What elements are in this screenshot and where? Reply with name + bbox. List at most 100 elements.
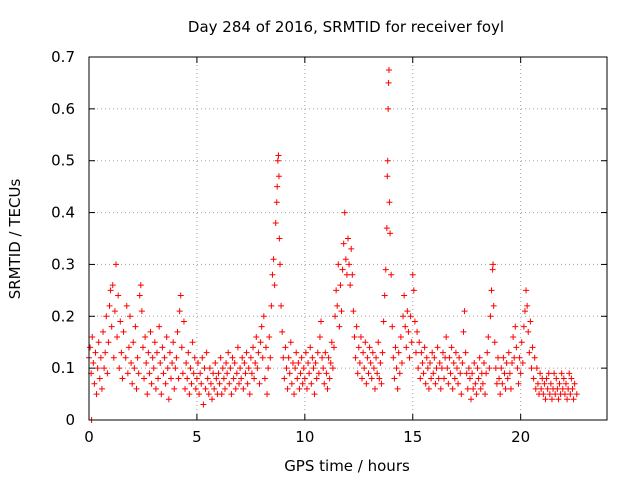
data-point [210, 370, 217, 377]
data-point [404, 308, 411, 315]
data-point [446, 354, 453, 361]
data-point [166, 349, 173, 356]
data-point [400, 313, 407, 320]
data-point [432, 380, 439, 387]
data-point [254, 365, 261, 372]
data-point [205, 391, 212, 398]
data-point [168, 375, 175, 382]
data-point [542, 396, 549, 403]
plot-frame [88, 56, 608, 421]
data-point [286, 370, 293, 377]
data-point [145, 349, 152, 356]
data-point [105, 339, 112, 346]
data-points [86, 66, 580, 423]
data-point [225, 349, 232, 356]
data-point [292, 365, 299, 372]
data-point [151, 339, 158, 346]
data-point [499, 380, 506, 387]
data-point [178, 344, 185, 351]
data-point [211, 385, 218, 392]
data-point [453, 365, 460, 372]
data-point [452, 349, 459, 356]
data-point [330, 344, 337, 351]
data-point [296, 385, 303, 392]
data-point [326, 375, 333, 382]
data-point [118, 349, 125, 356]
data-point [322, 349, 329, 356]
axis-ticks [88, 56, 607, 421]
data-point [514, 365, 521, 372]
data-point [338, 308, 345, 315]
data-point [255, 349, 262, 356]
data-point [152, 385, 159, 392]
data-point [240, 385, 247, 392]
data-point [266, 334, 273, 341]
data-point [171, 385, 178, 392]
data-point [170, 339, 177, 346]
data-point [193, 375, 200, 382]
data-point [374, 370, 381, 377]
data-point [139, 344, 146, 351]
data-point [520, 323, 527, 330]
data-point [418, 349, 425, 356]
data-point [141, 375, 148, 382]
data-point [189, 339, 196, 346]
data-point [91, 380, 98, 387]
data-point [95, 339, 102, 346]
data-point [231, 359, 238, 366]
data-point [375, 339, 382, 346]
data-point [394, 385, 401, 392]
data-point [562, 380, 569, 387]
data-point [346, 261, 353, 268]
data-point [406, 354, 413, 361]
data-point [455, 380, 462, 387]
data-point [343, 271, 350, 278]
data-point [386, 199, 393, 206]
data-point [341, 209, 348, 216]
data-point [160, 370, 167, 377]
data-point [570, 396, 577, 403]
data-point [94, 365, 101, 372]
data-point [273, 199, 280, 206]
data-point [337, 282, 344, 289]
data-point [142, 334, 149, 341]
data-point [175, 375, 182, 382]
data-point [348, 245, 355, 252]
data-point [379, 349, 386, 356]
data-point [361, 365, 368, 372]
data-point [289, 359, 296, 366]
data-point [246, 391, 253, 398]
data-point [115, 292, 122, 299]
data-point [271, 282, 278, 289]
data-point [212, 359, 219, 366]
data-point [155, 375, 162, 382]
data-point [301, 375, 308, 382]
data-point [320, 365, 327, 372]
data-point [354, 370, 361, 377]
data-point [275, 152, 282, 159]
data-point [190, 370, 197, 377]
data-point [480, 359, 487, 366]
data-point [529, 344, 536, 351]
data-point [485, 334, 492, 341]
data-point [419, 359, 426, 366]
y-tick-label: 0.3 [51, 255, 75, 273]
data-point [383, 225, 390, 232]
data-point [470, 385, 477, 392]
data-point [153, 349, 160, 356]
data-point [323, 370, 330, 377]
x-tick-label: 15 [403, 428, 422, 446]
data-point [342, 256, 349, 263]
data-point [368, 375, 375, 382]
data-point [412, 349, 419, 356]
data-point [228, 391, 235, 398]
data-point [187, 365, 194, 372]
data-point [398, 359, 405, 366]
data-point [516, 354, 523, 361]
data-point [177, 292, 184, 299]
data-point [527, 318, 534, 325]
data-point [114, 334, 121, 341]
data-point [357, 334, 364, 341]
data-point [87, 344, 94, 351]
data-point [223, 359, 230, 366]
